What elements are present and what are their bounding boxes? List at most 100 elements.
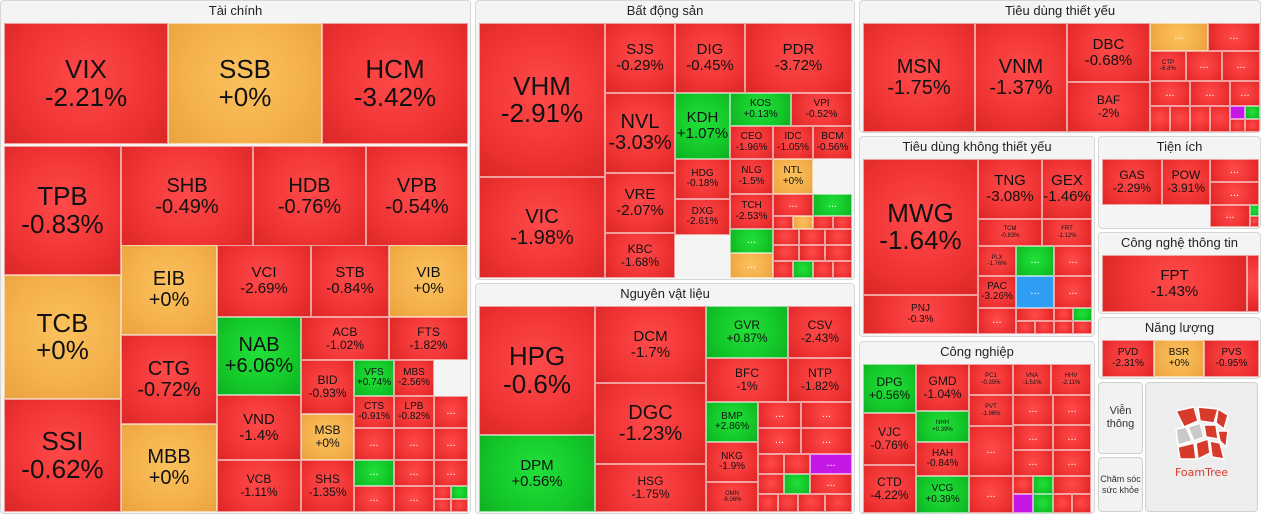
stock-tile-idc[interactable]: IDC -1.05% xyxy=(773,126,813,159)
group-more-tile[interactable] xyxy=(1073,321,1092,334)
stock-tile-vcb[interactable]: VCB -1.11% xyxy=(217,460,301,512)
group-more-tile[interactable] xyxy=(1245,106,1260,119)
group-more-tile[interactable] xyxy=(773,261,793,278)
stock-tile-vre[interactable]: VRE -2.07% xyxy=(605,173,675,233)
group-more-tile[interactable]: ... xyxy=(434,396,468,428)
stock-tile-lpb[interactable]: LPB -0.82% xyxy=(394,396,434,428)
group-more-tile[interactable]: ... xyxy=(434,460,468,486)
group-more-tile[interactable] xyxy=(1053,476,1091,494)
group-more-tile[interactable] xyxy=(813,261,833,278)
stock-tile-dcm[interactable]: DCM -1.7% xyxy=(595,306,706,383)
stock-tile-pdr[interactable]: PDR -3.72% xyxy=(745,23,852,93)
stock-tile-ntl[interactable]: NTL +0% xyxy=(773,159,813,194)
group-more-tile[interactable]: ... xyxy=(1222,51,1260,81)
group-more-tile[interactable]: ... xyxy=(1016,276,1054,308)
group-more-tile[interactable]: ... xyxy=(758,402,801,428)
group-more-tile[interactable]: ... xyxy=(1053,395,1091,425)
group-more-tile[interactable]: ... xyxy=(1208,23,1260,51)
group-more-tile[interactable] xyxy=(1250,205,1259,216)
group-more-tile[interactable] xyxy=(1016,321,1035,334)
group-more-tile[interactable]: ... xyxy=(969,476,1013,513)
stock-tile-dgc[interactable]: DGC -1.23% xyxy=(595,383,706,464)
group-more-tile[interactable] xyxy=(1230,106,1245,119)
group-more-tile[interactable] xyxy=(1150,106,1170,132)
stock-tile-nkg[interactable]: NKG -1.9% xyxy=(706,442,758,482)
stock-tile-vjc[interactable]: VJC -0.76% xyxy=(863,413,916,465)
group-more-tile[interactable] xyxy=(1033,476,1053,494)
stock-tile-kbc[interactable]: KBC -1.68% xyxy=(605,233,675,278)
group-more-tile[interactable]: ... xyxy=(394,486,434,512)
stock-tile-acb[interactable]: ACB -1.02% xyxy=(301,317,389,360)
group-more-tile[interactable]: ... xyxy=(1016,246,1054,276)
stock-tile-pvd[interactable]: PVD -2.31% xyxy=(1102,340,1154,377)
stock-tile-fts[interactable]: FTS -1.82% xyxy=(389,317,468,360)
stock-tile-ssi[interactable]: SSI -0.62% xyxy=(4,399,121,512)
group-more-tile[interactable] xyxy=(778,494,798,512)
stock-tile-eib[interactable]: EIB +0% xyxy=(121,245,217,335)
group-more-tile[interactable] xyxy=(758,494,778,512)
group-more-tile[interactable]: ... xyxy=(1210,159,1259,182)
stock-tile-gex[interactable]: GEX -1.46% xyxy=(1042,159,1092,219)
stock-tile-ssb[interactable]: SSB +0% xyxy=(168,23,322,144)
stock-tile-gmd[interactable]: GMD -1.04% xyxy=(916,364,969,411)
group-more-tile[interactable]: ... xyxy=(354,486,394,512)
group-more-tile[interactable]: ... xyxy=(1013,395,1053,425)
group-more-tile[interactable] xyxy=(825,494,852,512)
group-more-tile[interactable] xyxy=(825,229,852,245)
stock-tile-vnm[interactable]: VNM -1.37% xyxy=(975,23,1067,132)
stock-tile-shs[interactable]: SHS -1.35% xyxy=(301,460,354,512)
stock-tile-vhm[interactable]: VHM -2.91% xyxy=(479,23,605,177)
stock-tile-ctg[interactable]: CTG -0.72% xyxy=(121,335,217,424)
stock-tile-dxg[interactable]: DXG -2.61% xyxy=(675,199,730,235)
stock-tile-shb[interactable]: SHB -0.49% xyxy=(121,146,253,248)
stock-tile-frt[interactable]: FRT -1.12% xyxy=(1042,219,1092,246)
stock-tile-msn[interactable]: MSN -1.75% xyxy=(863,23,975,132)
group-more-tile[interactable] xyxy=(1230,119,1245,132)
group-more-tile[interactable]: ... xyxy=(758,428,801,454)
group-more-tile[interactable]: ... xyxy=(434,428,468,460)
group-more-tile[interactable] xyxy=(434,499,451,512)
group-more-tile[interactable] xyxy=(793,216,813,229)
stock-tile-dpm[interactable]: DPM +0.56% xyxy=(479,435,595,512)
group-more-tile[interactable] xyxy=(451,499,468,512)
stock-tile-bcm[interactable]: BCM -0.56% xyxy=(813,126,852,159)
stock-tile-hhv[interactable]: HHV -2.11% xyxy=(1051,364,1091,395)
stock-tile-ntp[interactable]: NTP -1.82% xyxy=(788,358,852,402)
stock-tile-nvl[interactable]: NVL -3.03% xyxy=(605,93,675,173)
stock-tile-pac[interactable]: PAC -3.26% xyxy=(978,276,1016,308)
stock-tile-bfc[interactable]: BFC -1% xyxy=(706,358,788,402)
group-more-tile[interactable] xyxy=(1247,255,1259,312)
group-more-tile[interactable]: ... xyxy=(394,428,434,460)
stock-tile-hdg[interactable]: HDG -0.18% xyxy=(675,159,730,199)
group-more-tile[interactable]: ... xyxy=(1150,81,1190,106)
group-more-tile[interactable]: ... xyxy=(1053,425,1091,450)
sector-vien-thong[interactable]: Viễn thông xyxy=(1098,382,1143,454)
stock-tile-tch[interactable]: TCH -2.53% xyxy=(730,194,773,229)
stock-tile-vpi[interactable]: VPI -0.52% xyxy=(791,93,852,126)
group-more-tile[interactable] xyxy=(833,261,852,278)
stock-tile-pow[interactable]: POW -3.91% xyxy=(1162,159,1210,205)
group-more-tile[interactable]: ... xyxy=(1210,205,1250,227)
stock-tile-dig[interactable]: DIG -0.45% xyxy=(675,23,745,93)
stock-tile-hdb[interactable]: HDB -0.76% xyxy=(253,146,366,248)
stock-tile-bid[interactable]: BID -0.93% xyxy=(301,360,354,414)
group-more-tile[interactable] xyxy=(1054,308,1073,321)
group-more-tile[interactable] xyxy=(1053,494,1072,513)
stock-tile-baf[interactable]: BAF -2% xyxy=(1067,82,1150,132)
stock-tile-vna[interactable]: VNA -1.51% xyxy=(1013,364,1051,395)
stock-tile-tcm[interactable]: TCM -0.83% xyxy=(978,219,1042,246)
group-more-tile[interactable] xyxy=(1073,308,1092,321)
group-more-tile[interactable]: ... xyxy=(1013,450,1053,476)
stock-tile-pnj[interactable]: PNJ -0.3% xyxy=(863,295,978,334)
group-more-tile[interactable]: ... xyxy=(810,474,852,494)
group-more-tile[interactable] xyxy=(1016,308,1054,321)
group-more-tile[interactable] xyxy=(784,454,810,474)
stock-tile-pvs[interactable]: PVS -0.95% xyxy=(1204,340,1259,377)
group-more-tile[interactable] xyxy=(813,216,833,229)
group-more-tile[interactable]: ... xyxy=(1150,23,1208,51)
group-more-tile[interactable] xyxy=(799,229,825,245)
sector-cham-soc-suc-khoe[interactable]: Chăm sóc sức khỏe xyxy=(1098,457,1143,512)
stock-tile-hcm[interactable]: HCM -3.42% xyxy=(322,23,468,144)
stock-tile-cts[interactable]: CTS -0.91% xyxy=(354,396,394,428)
stock-tile-hah[interactable]: HAH -0.84% xyxy=(916,442,969,476)
